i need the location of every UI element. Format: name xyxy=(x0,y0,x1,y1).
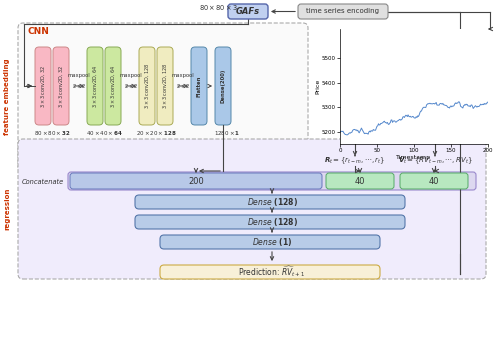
FancyBboxPatch shape xyxy=(326,173,394,189)
FancyBboxPatch shape xyxy=(18,23,308,171)
Text: $2\times2$: $2\times2$ xyxy=(124,82,138,90)
FancyBboxPatch shape xyxy=(160,265,380,279)
FancyBboxPatch shape xyxy=(228,4,268,19)
FancyBboxPatch shape xyxy=(35,47,51,125)
Text: 40: 40 xyxy=(355,177,365,185)
Text: $2\times2$: $2\times2$ xyxy=(176,82,190,90)
FancyBboxPatch shape xyxy=(160,235,380,249)
Text: 40: 40 xyxy=(429,177,440,185)
Text: Flatten: Flatten xyxy=(196,75,202,97)
Text: maxpool: maxpool xyxy=(68,73,90,78)
FancyBboxPatch shape xyxy=(215,47,231,125)
FancyBboxPatch shape xyxy=(68,172,476,190)
Text: Prediction: $\widehat{RV}_{t+1}$: Prediction: $\widehat{RV}_{t+1}$ xyxy=(238,264,306,279)
FancyBboxPatch shape xyxy=(400,173,468,189)
X-axis label: Timestamp: Timestamp xyxy=(396,155,432,160)
FancyBboxPatch shape xyxy=(18,139,486,279)
FancyBboxPatch shape xyxy=(139,47,155,125)
Text: $\mathit{Dense}$ (1): $\mathit{Dense}$ (1) xyxy=(252,236,292,248)
Text: Concatenate: Concatenate xyxy=(22,179,64,185)
FancyBboxPatch shape xyxy=(298,4,388,19)
FancyBboxPatch shape xyxy=(135,215,405,229)
FancyBboxPatch shape xyxy=(135,195,405,209)
Text: GAFs: GAFs xyxy=(236,7,260,16)
Text: $80\times80\times3$: $80\times80\times3$ xyxy=(198,3,237,13)
Text: $20\times20\times\mathbf{128}$: $20\times20\times\mathbf{128}$ xyxy=(136,129,176,137)
Text: $80\times80\times\mathbf{32}$: $80\times80\times\mathbf{32}$ xyxy=(34,129,70,137)
Text: $\boldsymbol{V}_t = \{RV_{t-m},\cdots,RV_t\}$: $\boldsymbol{V}_t = \{RV_{t-m},\cdots,RV… xyxy=(398,156,472,166)
Text: $40\times40\times\mathbf{64}$: $40\times40\times\mathbf{64}$ xyxy=(86,129,122,137)
FancyBboxPatch shape xyxy=(157,47,173,125)
Text: CNN: CNN xyxy=(28,26,50,36)
Text: $3\times3$ conv2D, 128: $3\times3$ conv2D, 128 xyxy=(144,63,150,109)
Text: $3\times3$ conv2D, 128: $3\times3$ conv2D, 128 xyxy=(162,63,168,109)
Text: maxpool: maxpool xyxy=(172,73,194,78)
FancyBboxPatch shape xyxy=(70,173,322,189)
FancyBboxPatch shape xyxy=(53,47,69,125)
Text: $\boldsymbol{R}_t = \{r_{t-m},\cdots,r_t\}$: $\boldsymbol{R}_t = \{r_{t-m},\cdots,r_t… xyxy=(324,156,386,166)
Text: 200: 200 xyxy=(188,177,204,185)
Text: maxpool: maxpool xyxy=(120,73,142,78)
Text: $1280\times\mathbf{1}$: $1280\times\mathbf{1}$ xyxy=(214,129,240,137)
Text: $\mathit{Dense}$ (128): $\mathit{Dense}$ (128) xyxy=(246,216,298,228)
Text: time series encoding: time series encoding xyxy=(306,8,380,15)
Text: $3\times3$ conv2D, 64: $3\times3$ conv2D, 64 xyxy=(92,64,98,108)
Text: regression: regression xyxy=(4,188,10,230)
Y-axis label: Price: Price xyxy=(316,79,320,94)
Text: $3\times3$ conv2D, 64: $3\times3$ conv2D, 64 xyxy=(110,64,116,108)
Text: $\mathit{Dense}$ (128): $\mathit{Dense}$ (128) xyxy=(246,196,298,208)
Text: $3\times3$ conv2D, 32: $3\times3$ conv2D, 32 xyxy=(58,64,64,107)
FancyBboxPatch shape xyxy=(191,47,207,125)
Text: $2\times2$: $2\times2$ xyxy=(72,82,86,90)
Text: feature embedding: feature embedding xyxy=(4,59,10,135)
Text: $3\times3$ conv2D, 32: $3\times3$ conv2D, 32 xyxy=(40,64,46,107)
Text: Dense(200): Dense(200) xyxy=(220,69,226,103)
FancyBboxPatch shape xyxy=(87,47,103,125)
FancyBboxPatch shape xyxy=(105,47,121,125)
